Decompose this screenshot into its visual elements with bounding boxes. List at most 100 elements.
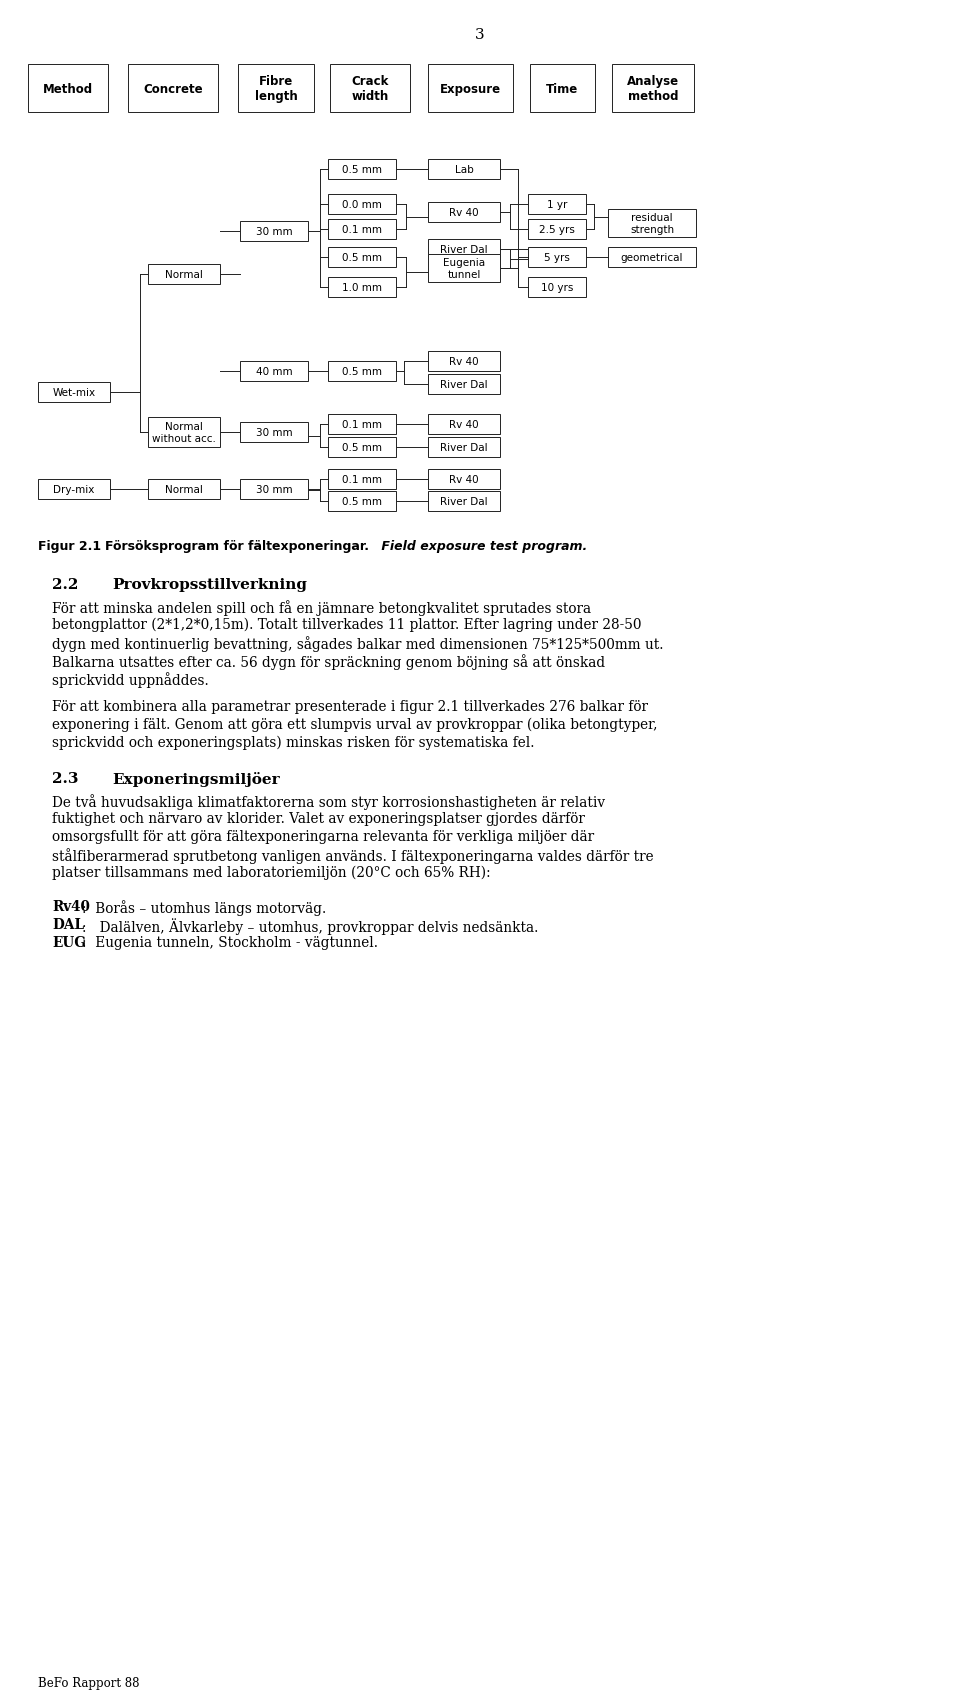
Text: dygn med kontinuerlig bevattning, sågades balkar med dimensionen 75*125*500mm ut: dygn med kontinuerlig bevattning, sågade… bbox=[52, 635, 663, 652]
Text: 5 yrs: 5 yrs bbox=[544, 253, 570, 263]
Text: 3: 3 bbox=[475, 27, 485, 42]
Text: EUG: EUG bbox=[52, 936, 86, 949]
Text: 0.5 mm: 0.5 mm bbox=[342, 443, 382, 453]
FancyBboxPatch shape bbox=[328, 492, 396, 511]
FancyBboxPatch shape bbox=[328, 414, 396, 435]
Text: Normal: Normal bbox=[165, 270, 203, 280]
FancyBboxPatch shape bbox=[428, 160, 500, 180]
FancyBboxPatch shape bbox=[330, 65, 410, 114]
Text: River Dal: River Dal bbox=[441, 380, 488, 391]
Text: Rv 40: Rv 40 bbox=[449, 419, 479, 430]
Text: platser tillsammans med laboratoriemiljön (20°C och 65% RH):: platser tillsammans med laboratoriemiljö… bbox=[52, 866, 491, 880]
Text: Försöksprogram för fältexponeringar.: Försöksprogram för fältexponeringar. bbox=[105, 540, 369, 552]
FancyBboxPatch shape bbox=[328, 470, 396, 489]
Text: 0.0 mm: 0.0 mm bbox=[342, 200, 382, 211]
Text: Rv 40: Rv 40 bbox=[449, 357, 479, 367]
Text: exponering i fält. Genom att göra ett slumpvis urval av provkroppar (olika beton: exponering i fält. Genom att göra ett sl… bbox=[52, 718, 658, 732]
Text: Fibre
length: Fibre length bbox=[254, 75, 298, 104]
FancyBboxPatch shape bbox=[148, 418, 220, 448]
Text: :  Eugenia tunneln, Stockholm - vägtunnel.: : Eugenia tunneln, Stockholm - vägtunnel… bbox=[82, 936, 378, 949]
FancyBboxPatch shape bbox=[148, 265, 220, 285]
Text: :   Dalälven, Älvkarleby – utomhus, provkroppar delvis nedsänkta.: : Dalälven, Älvkarleby – utomhus, provkr… bbox=[82, 917, 539, 934]
Text: Lab: Lab bbox=[455, 165, 473, 175]
Text: BeFo Rapport 88: BeFo Rapport 88 bbox=[38, 1676, 139, 1690]
FancyBboxPatch shape bbox=[328, 219, 396, 239]
Text: sprickvidd uppnåddes.: sprickvidd uppnåddes. bbox=[52, 672, 208, 688]
FancyBboxPatch shape bbox=[240, 362, 308, 382]
Text: 0.1 mm: 0.1 mm bbox=[342, 419, 382, 430]
Text: Crack
width: Crack width bbox=[351, 75, 389, 104]
Text: omsorgsfullt för att göra fältexponeringarna relevanta för verkliga miljöer där: omsorgsfullt för att göra fältexponering… bbox=[52, 830, 594, 844]
FancyBboxPatch shape bbox=[428, 239, 500, 260]
FancyBboxPatch shape bbox=[328, 248, 396, 268]
Text: För att kombinera alla parametrar presenterade i figur 2.1 tillverkades 276 balk: För att kombinera alla parametrar presen… bbox=[52, 700, 648, 713]
Text: 30 mm: 30 mm bbox=[255, 484, 292, 494]
Text: Method: Method bbox=[43, 83, 93, 95]
Text: Exponeringsmiljöer: Exponeringsmiljöer bbox=[112, 771, 279, 786]
Text: geometrical: geometrical bbox=[621, 253, 684, 263]
FancyBboxPatch shape bbox=[428, 470, 500, 489]
Text: De två huvudsakliga klimatfaktorerna som styr korrosionshastigheten är relativ: De två huvudsakliga klimatfaktorerna som… bbox=[52, 793, 605, 810]
Text: 0.5 mm: 0.5 mm bbox=[342, 165, 382, 175]
Text: Concrete: Concrete bbox=[143, 83, 203, 95]
FancyBboxPatch shape bbox=[528, 278, 586, 297]
FancyBboxPatch shape bbox=[240, 423, 308, 443]
FancyBboxPatch shape bbox=[240, 222, 308, 241]
FancyBboxPatch shape bbox=[528, 248, 586, 268]
Text: DAL: DAL bbox=[52, 917, 84, 932]
FancyBboxPatch shape bbox=[128, 65, 218, 114]
FancyBboxPatch shape bbox=[428, 492, 500, 511]
FancyBboxPatch shape bbox=[428, 255, 500, 284]
FancyBboxPatch shape bbox=[328, 362, 396, 382]
FancyBboxPatch shape bbox=[148, 481, 220, 499]
Text: Wet-mix: Wet-mix bbox=[53, 387, 96, 397]
FancyBboxPatch shape bbox=[38, 481, 110, 499]
Text: betongplattor (2*1,2*0,15m). Totalt tillverkades 11 plattor. Efter lagring under: betongplattor (2*1,2*0,15m). Totalt till… bbox=[52, 618, 641, 632]
Text: Dry-mix: Dry-mix bbox=[54, 484, 95, 494]
FancyBboxPatch shape bbox=[528, 195, 586, 216]
Text: Provkropsstillverkning: Provkropsstillverkning bbox=[112, 577, 307, 591]
Text: Figur 2.1: Figur 2.1 bbox=[38, 540, 101, 552]
Text: 2.3: 2.3 bbox=[52, 771, 79, 786]
FancyBboxPatch shape bbox=[240, 481, 308, 499]
Text: River Dal: River Dal bbox=[441, 498, 488, 506]
FancyBboxPatch shape bbox=[428, 202, 500, 222]
Text: 0.5 mm: 0.5 mm bbox=[342, 498, 382, 506]
FancyBboxPatch shape bbox=[28, 65, 108, 114]
Text: 10 yrs: 10 yrs bbox=[540, 284, 573, 292]
Text: 1.0 mm: 1.0 mm bbox=[342, 284, 382, 292]
FancyBboxPatch shape bbox=[428, 351, 500, 372]
Text: 30 mm: 30 mm bbox=[255, 428, 292, 438]
Text: 40 mm: 40 mm bbox=[255, 367, 292, 377]
FancyBboxPatch shape bbox=[428, 65, 513, 114]
FancyBboxPatch shape bbox=[328, 195, 396, 216]
FancyBboxPatch shape bbox=[38, 382, 110, 402]
Text: Analyse
method: Analyse method bbox=[627, 75, 679, 104]
Text: Rv40: Rv40 bbox=[52, 900, 90, 914]
FancyBboxPatch shape bbox=[608, 211, 696, 238]
Text: Balkarna utsattes efter ca. 56 dygn för spräckning genom böjning så att önskad: Balkarna utsattes efter ca. 56 dygn för … bbox=[52, 654, 605, 669]
Text: 0.1 mm: 0.1 mm bbox=[342, 475, 382, 484]
FancyBboxPatch shape bbox=[238, 65, 314, 114]
Text: River Dal: River Dal bbox=[441, 443, 488, 453]
FancyBboxPatch shape bbox=[428, 375, 500, 394]
Text: Rv 40: Rv 40 bbox=[449, 475, 479, 484]
Text: Exposure: Exposure bbox=[440, 83, 501, 95]
FancyBboxPatch shape bbox=[530, 65, 595, 114]
Text: Normal: Normal bbox=[165, 484, 203, 494]
Text: Eugenia
tunnel: Eugenia tunnel bbox=[443, 258, 485, 280]
Text: stålfiberarmerad sprutbetong vanligen används. I fältexponeringarna valdes därfö: stålfiberarmerad sprutbetong vanligen an… bbox=[52, 847, 654, 863]
Text: :  Borås – utomhus längs motorväg.: : Borås – utomhus längs motorväg. bbox=[82, 900, 326, 915]
Text: 2.2: 2.2 bbox=[52, 577, 79, 591]
Text: 1 yr: 1 yr bbox=[547, 200, 567, 211]
FancyBboxPatch shape bbox=[528, 219, 586, 239]
Text: För att minska andelen spill och få en jämnare betongkvalitet sprutades stora: För att minska andelen spill och få en j… bbox=[52, 599, 591, 615]
Text: 2.5 yrs: 2.5 yrs bbox=[540, 224, 575, 234]
Text: 30 mm: 30 mm bbox=[255, 228, 292, 236]
Text: 0.1 mm: 0.1 mm bbox=[342, 224, 382, 234]
FancyBboxPatch shape bbox=[612, 65, 694, 114]
Text: residual
strength: residual strength bbox=[630, 212, 674, 234]
Text: River Dal: River Dal bbox=[441, 245, 488, 255]
FancyBboxPatch shape bbox=[328, 160, 396, 180]
FancyBboxPatch shape bbox=[328, 278, 396, 297]
